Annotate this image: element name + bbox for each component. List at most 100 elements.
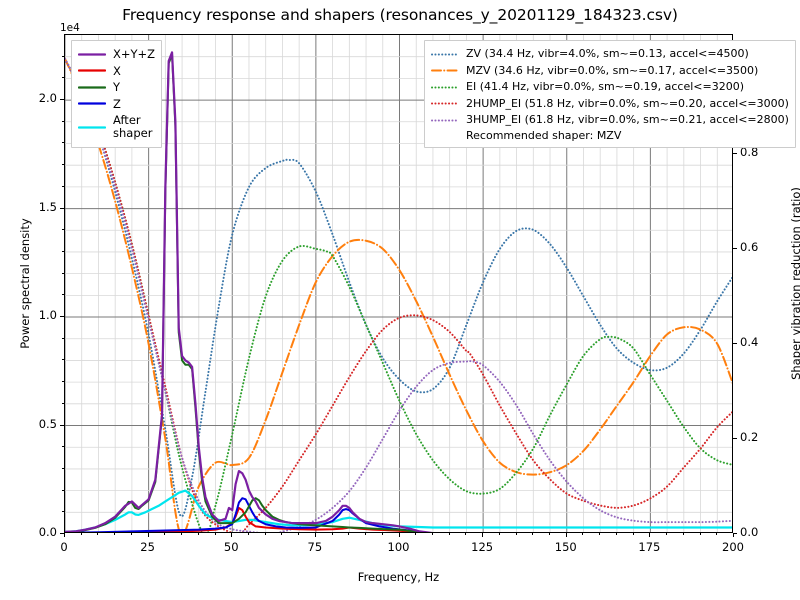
x-axis-label: Frequency, Hz	[357, 570, 440, 584]
tick-mark-x	[231, 533, 233, 537]
legend-swatch	[431, 69, 459, 72]
tick-mark-y-right	[733, 437, 737, 439]
tick-mark-x-minor	[448, 533, 450, 536]
legend-swatch	[78, 86, 106, 89]
tick-mark-x-minor	[632, 533, 634, 536]
tick-mark-x-minor	[582, 533, 584, 536]
tick-mark-x-minor	[532, 533, 534, 536]
tick-mark-y-left-minor	[61, 467, 64, 469]
legend-color-swatch	[78, 82, 106, 93]
legend-item-z[interactable]: Z	[78, 96, 155, 113]
legend-item-zv[interactable]: ZV (34.4 Hz, vibr=4.0%, sm~=0.13, accel<…	[431, 46, 789, 63]
tick-mark-x-minor	[699, 533, 701, 536]
legend-color-swatch	[78, 98, 106, 109]
legend-item-label: X+Y+Z	[113, 47, 156, 62]
x-tick-label: 125	[471, 540, 494, 554]
legend-color-swatch	[78, 122, 106, 133]
tick-mark-x-minor	[247, 533, 249, 536]
tick-mark-y-left-minor	[61, 120, 64, 122]
y-tick-label-right: 0.8	[740, 144, 759, 159]
tick-mark-y-right	[733, 533, 737, 534]
legend-item-label: X	[113, 63, 121, 78]
legend-swatch	[78, 125, 106, 129]
grid-layer	[65, 35, 732, 532]
y-axis-label-left: Power spectral density	[18, 218, 32, 349]
legend-item-x[interactable]: X	[78, 63, 155, 80]
tick-mark-y-left-minor	[61, 294, 64, 296]
y-tick-label-left: 0.0	[38, 525, 57, 539]
tick-mark-x	[64, 533, 65, 537]
tick-mark-x-minor	[331, 533, 333, 536]
recommended-shaper-note: Recommended shaper: MZV	[466, 128, 622, 142]
legend-item-y[interactable]: Y	[78, 79, 155, 96]
series-line-z	[65, 497, 430, 532]
x-tick-label: 50	[223, 540, 239, 554]
tick-mark-x	[649, 533, 651, 537]
tick-mark-x-minor	[415, 533, 417, 536]
legend-swatch	[431, 119, 459, 122]
series-line-2hump-ei	[65, 57, 732, 532]
tick-mark-y-right	[733, 342, 737, 344]
x-tick-label: 200	[722, 540, 744, 554]
tick-mark-x-minor	[114, 533, 116, 536]
x-tick-label: 25	[140, 540, 155, 554]
tick-mark-x-minor	[682, 533, 684, 536]
legend-item-3hump-ei[interactable]: 3HUMP_EI (61.8 Hz, vibr=0.0%, sm~=0.21, …	[431, 112, 789, 129]
tick-mark-y-left	[60, 533, 64, 534]
tick-mark-x	[314, 533, 316, 537]
legend-color-swatch	[431, 49, 459, 60]
legend-color-swatch	[431, 98, 459, 109]
tick-mark-y-left-minor	[61, 142, 64, 144]
legend-item-after-shaper[interactable]: After shaper	[78, 112, 155, 142]
tick-mark-y-left-minor	[61, 359, 64, 361]
tick-mark-x-minor	[281, 533, 283, 536]
y-tick-label-left: 0.5	[38, 416, 57, 431]
tick-mark-y-left-minor	[61, 229, 64, 231]
tick-mark-x	[147, 533, 149, 537]
legend-item-ei[interactable]: EI (41.4 Hz, vibr=0.0%, sm~=0.19, accel<…	[431, 79, 789, 96]
tick-mark-x-minor	[381, 533, 383, 536]
legend-item-label: Y	[113, 80, 121, 95]
tick-mark-x-minor	[214, 533, 216, 536]
y-tick-label-left: 2.0	[38, 91, 57, 106]
tick-mark-x-minor	[549, 533, 551, 536]
tick-mark-y-right	[733, 152, 737, 154]
legend-swatch	[431, 53, 459, 56]
y-tick-label-right: 0.0	[740, 525, 759, 539]
tick-mark-y-left-minor	[61, 446, 64, 448]
y-tick-label-left: 1.5	[38, 199, 57, 214]
legend-swatch	[431, 102, 459, 105]
tick-mark-x-minor	[666, 533, 668, 536]
tick-mark-y-left-minor	[61, 337, 64, 339]
tick-mark-x-minor	[716, 533, 718, 536]
series-line-x-y-z	[65, 51, 433, 532]
legend-item-label: 2HUMP_EI (51.8 Hz, vibr=0.0%, sm~=0.20, …	[466, 96, 789, 110]
tick-mark-x-minor	[515, 533, 517, 536]
legend-swatch	[431, 86, 459, 89]
legend-item-mzv[interactable]: MZV (34.6 Hz, vibr=0.0%, sm~=0.17, accel…	[431, 63, 789, 80]
legend-swatch	[78, 102, 106, 105]
legend-item-label: EI (41.4 Hz, vibr=0.0%, sm~=0.19, accel<…	[466, 80, 744, 94]
y-tick-label-left: 1.0	[38, 308, 57, 323]
tick-mark-x-minor	[465, 533, 467, 536]
legend-color-swatch	[78, 65, 106, 76]
legend-color-swatch	[431, 115, 459, 126]
legend-swatch	[78, 69, 106, 72]
y-tick-label-right: 0.4	[740, 334, 759, 349]
legend-shapers: ZV (34.4 Hz, vibr=4.0%, sm~=0.13, accel<…	[424, 40, 796, 148]
tick-mark-y-left-minor	[61, 55, 64, 57]
legend-item-x-y-z[interactable]: X+Y+Z	[78, 46, 155, 63]
chart-title: Frequency response and shapers (resonanc…	[122, 6, 678, 24]
data-layer	[65, 51, 732, 532]
y-tick-label-right: 0.2	[740, 429, 759, 444]
legend-item-label: ZV (34.4 Hz, vibr=4.0%, sm~=0.13, accel<…	[466, 47, 749, 61]
x-tick-label: 175	[638, 540, 661, 554]
tick-mark-x-minor	[365, 533, 367, 536]
tick-mark-x	[733, 533, 734, 537]
legend-item-2hump-ei[interactable]: 2HUMP_EI (51.8 Hz, vibr=0.0%, sm~=0.20, …	[431, 96, 789, 113]
tick-mark-y-left-minor	[61, 272, 64, 274]
series-line-3hump-ei	[65, 57, 732, 532]
legend-item-label: 3HUMP_EI (61.8 Hz, vibr=0.0%, sm~=0.21, …	[466, 113, 789, 127]
tick-mark-y-left	[60, 207, 64, 209]
